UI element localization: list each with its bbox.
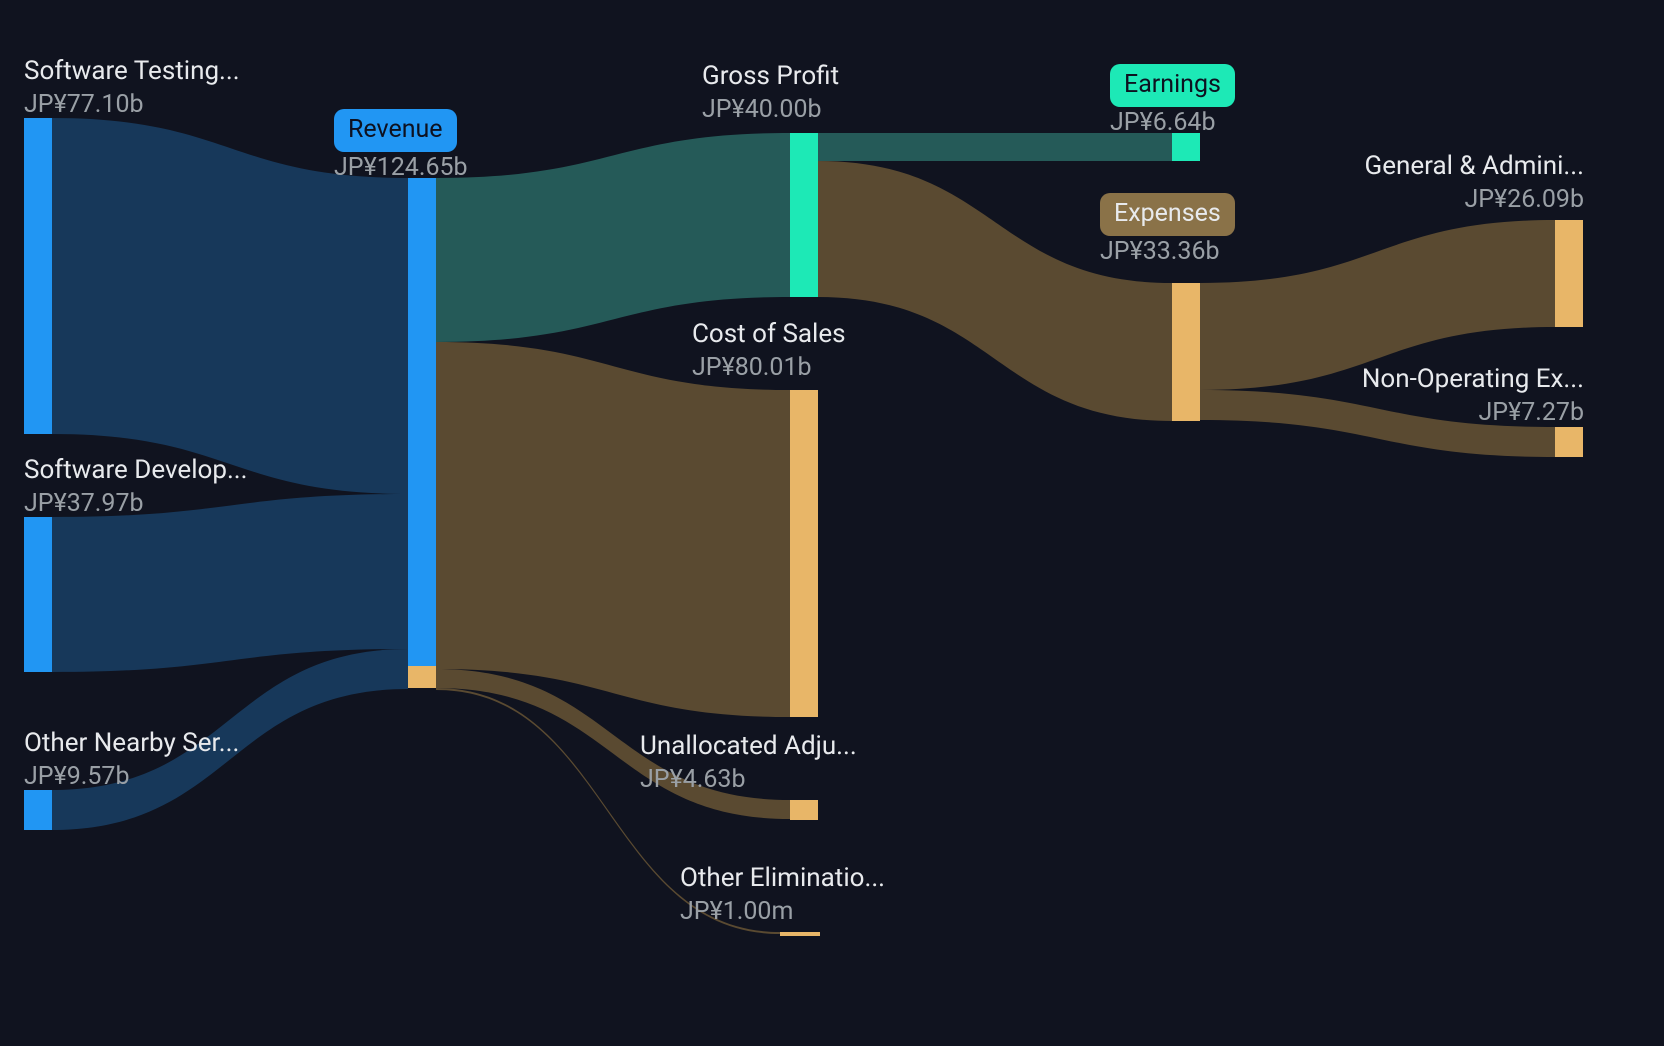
value-expenses: JP¥33.36b [1100, 237, 1220, 266]
label-gross_profit: Gross Profit JP¥40.00b [702, 60, 839, 126]
label-revenue: RevenueJP¥124.65b [334, 109, 468, 184]
label-general_admin: General & Admini... JP¥26.09b [1365, 150, 1584, 216]
flow-software_develop-revenue [52, 494, 408, 672]
title-unallocated: Unallocated Adju... [640, 731, 857, 761]
badge-earnings: Earnings [1110, 64, 1235, 107]
flow-revenue-cost_of_sales [436, 342, 790, 717]
value-revenue: JP¥124.65b [334, 153, 468, 182]
node-software_develop [24, 517, 52, 672]
node-general_admin [1555, 220, 1583, 327]
badge-expenses: Expenses [1100, 193, 1235, 236]
node-revenue-adj [408, 666, 436, 688]
label-cost_of_sales: Cost of Sales JP¥80.01b [692, 318, 846, 384]
label-software_develop: Software Develop... JP¥37.97b [24, 454, 248, 520]
label-software_testing: Software Testing... JP¥77.10b [24, 55, 240, 121]
value-earnings: JP¥6.64b [1110, 108, 1215, 137]
title-software_develop: Software Develop... [24, 455, 248, 485]
label-unallocated: Unallocated Adju... JP¥4.63b [640, 730, 857, 796]
title-general_admin: General & Admini... [1365, 151, 1584, 181]
sankey-chart: Software Testing... JP¥77.10b Software Dev… [0, 0, 1664, 1046]
label-other_nearby: Other Nearby Ser... JP¥9.57b [24, 727, 239, 793]
node-software_testing [24, 118, 52, 434]
label-earnings: EarningsJP¥6.64b [1110, 64, 1235, 139]
title-non_operating: Non-Operating Ex... [1362, 364, 1584, 394]
title-software_testing: Software Testing... [24, 56, 240, 86]
value-general_admin: JP¥26.09b [1464, 185, 1584, 214]
value-non_operating: JP¥7.27b [1479, 398, 1584, 427]
title-cost_of_sales: Cost of Sales [692, 319, 846, 349]
value-unallocated: JP¥4.63b [640, 765, 745, 794]
node-expenses [1172, 283, 1200, 421]
label-expenses: ExpensesJP¥33.36b [1100, 193, 1235, 268]
value-software_develop: JP¥37.97b [24, 489, 144, 518]
value-gross_profit: JP¥40.00b [702, 95, 822, 124]
value-other_elim: JP¥1.00m [680, 897, 793, 926]
value-other_nearby: JP¥9.57b [24, 762, 129, 791]
flow-revenue-gross_profit [436, 133, 790, 342]
node-non_operating [1555, 427, 1583, 457]
node-cost_of_sales [790, 390, 818, 717]
node-other_elim [780, 932, 820, 936]
node-other_nearby [24, 790, 52, 830]
node-gross_profit [790, 133, 818, 297]
value-software_testing: JP¥77.10b [24, 90, 144, 119]
node-revenue [408, 178, 436, 688]
label-non_operating: Non-Operating Ex... JP¥7.27b [1362, 363, 1584, 429]
title-other_elim: Other Eliminatio... [680, 863, 885, 893]
title-gross_profit: Gross Profit [702, 61, 839, 91]
label-other_elim: Other Eliminatio... JP¥1.00m [680, 862, 885, 928]
badge-revenue: Revenue [334, 109, 457, 152]
value-cost_of_sales: JP¥80.01b [692, 353, 812, 382]
title-other_nearby: Other Nearby Ser... [24, 728, 239, 758]
node-unallocated [790, 800, 818, 820]
